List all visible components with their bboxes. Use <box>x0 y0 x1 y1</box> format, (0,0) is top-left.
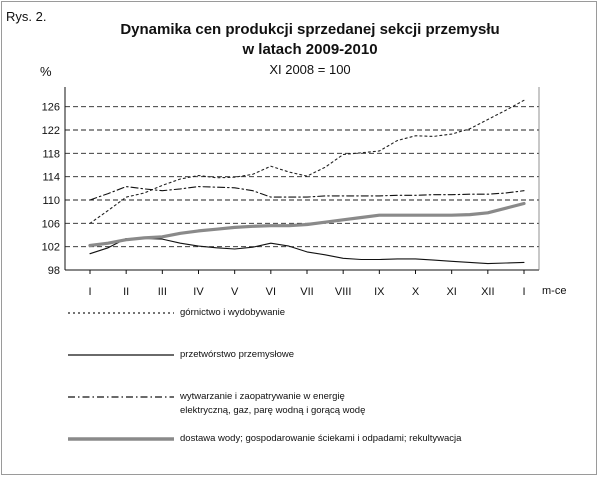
x-tick-label-10: XI <box>446 286 456 298</box>
legend-label-gornictwo: górnictwo i wydobywanie <box>180 307 286 318</box>
chart-title-line1: Dynamika cen produkcji sprzedanej sekcji… <box>120 21 500 38</box>
x-tick-label-12: I <box>522 286 525 298</box>
x-tick-label-4: V <box>231 286 239 298</box>
x-tick-label-0: I <box>88 286 91 298</box>
x-tick-label-6: VII <box>300 286 313 298</box>
y-tick-label-106: 106 <box>42 218 60 230</box>
series-line-0 <box>89 99 525 224</box>
legend-label-energia-line2: elektryczną, gaz, parę wodną i gorącą wo… <box>180 405 366 416</box>
series-line-3 <box>88 201 526 248</box>
y-tick-label-118: 118 <box>42 148 60 160</box>
legend-item-dostawa-wody: dostawa wody; gospodarowanie ściekami i … <box>66 432 461 446</box>
legend-label-dostawa-wody: dostawa wody; gospodarowanie ściekami i … <box>180 433 462 444</box>
legend-item-gornictwo: górnictwo i wydobywanie <box>66 306 285 320</box>
series-line-1 <box>89 237 525 265</box>
legend-label-energia-line1: wytwarzanie i zaopatrywanie w energię <box>180 391 345 402</box>
chart-subtitle: XI 2008 = 100 <box>269 62 351 77</box>
y-tick-label-102: 102 <box>42 242 60 254</box>
legend-label-przetworstwo: przetwórstwo przemysłowe <box>180 349 295 360</box>
y-axis-unit: % <box>40 64 52 79</box>
x-tick-label-9: X <box>412 286 420 298</box>
y-tick-label-110: 110 <box>42 195 60 207</box>
figure-label: Rys. 2. <box>6 9 47 24</box>
y-tick-label-122: 122 <box>42 125 60 137</box>
y-tick-label-114: 114 <box>42 172 60 184</box>
x-tick-label-2: III <box>158 286 167 298</box>
series-line-2 <box>89 186 525 201</box>
y-tick-label-98: 98 <box>48 265 60 277</box>
chart-title-line2: w latach 2009-2010 <box>242 41 378 58</box>
x-tick-label-5: VI <box>266 286 276 298</box>
legend-item-energia: wytwarzanie i zaopatrywanie w energię el… <box>66 390 365 418</box>
legend-label-energia: wytwarzanie i zaopatrywanie w energię el… <box>180 390 365 418</box>
legend-swatch-przetworstwo <box>68 354 174 356</box>
x-axis-unit: m-ce <box>542 285 567 297</box>
legend-swatch-energia <box>68 396 174 398</box>
x-tick-label-1: II <box>123 286 129 298</box>
legend-swatch-gornictwo <box>68 312 174 314</box>
x-tick-label-3: IV <box>193 286 204 298</box>
y-tick-label-126: 126 <box>42 102 60 114</box>
legend-swatch-dostawa-wody <box>68 437 174 441</box>
x-tick-label-8: IX <box>374 286 385 298</box>
x-tick-label-11: XII <box>481 286 494 298</box>
x-tick-label-7: VIII <box>335 286 352 298</box>
legend-item-przetworstwo: przetwórstwo przemysłowe <box>66 348 294 362</box>
